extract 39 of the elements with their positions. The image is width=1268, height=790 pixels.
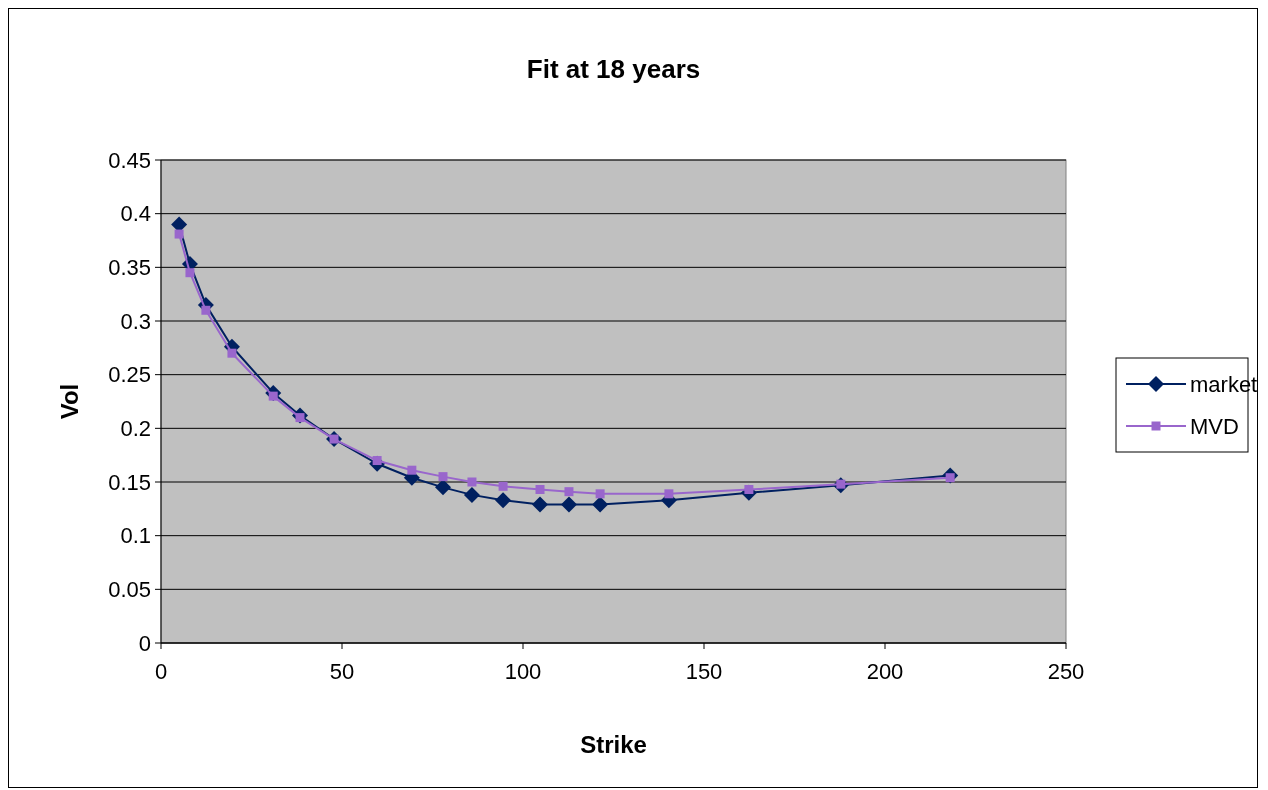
point	[435, 479, 451, 496]
y-tick-label: 0.1	[120, 523, 151, 549]
y-tick-label: 0.05	[108, 577, 151, 603]
x-tick-label: 0	[154, 659, 168, 684]
point	[664, 489, 674, 499]
y-tick-label: 0.2	[120, 416, 151, 442]
point	[498, 481, 508, 491]
x-tick-label: 200	[866, 659, 904, 684]
point	[592, 496, 609, 513]
y-tick-label: 0.45	[108, 147, 151, 173]
y-axis-title: Vol	[56, 383, 83, 420]
chart-title: Fit at 18 years	[526, 54, 701, 84]
x-tick-label: 150	[685, 659, 723, 684]
point	[495, 492, 512, 509]
point	[560, 496, 577, 513]
point	[463, 486, 480, 503]
legend-label: market	[1190, 371, 1258, 397]
x-tick-label: 100	[504, 659, 542, 684]
point	[185, 268, 195, 278]
x-tick-label: 250	[1047, 659, 1085, 684]
x-axis-title: Strike	[580, 731, 647, 758]
point	[407, 465, 417, 475]
point	[174, 229, 184, 239]
y-tick-label: 0.15	[108, 469, 151, 495]
point	[564, 487, 574, 497]
y-tick-label: 0.3	[120, 308, 151, 334]
point	[201, 305, 211, 315]
point	[535, 485, 545, 495]
x-tick-label: 50	[329, 659, 355, 684]
y-tick-label: 0.35	[108, 255, 151, 281]
y-tick-label: 0.4	[120, 201, 151, 227]
point	[595, 489, 605, 499]
point	[532, 496, 549, 513]
y-tick-label: 0.25	[108, 362, 151, 388]
point	[438, 472, 448, 482]
point	[467, 477, 477, 487]
point	[227, 348, 237, 358]
legend-label: MVD	[1190, 413, 1239, 439]
y-tick-label: 0	[138, 630, 151, 656]
